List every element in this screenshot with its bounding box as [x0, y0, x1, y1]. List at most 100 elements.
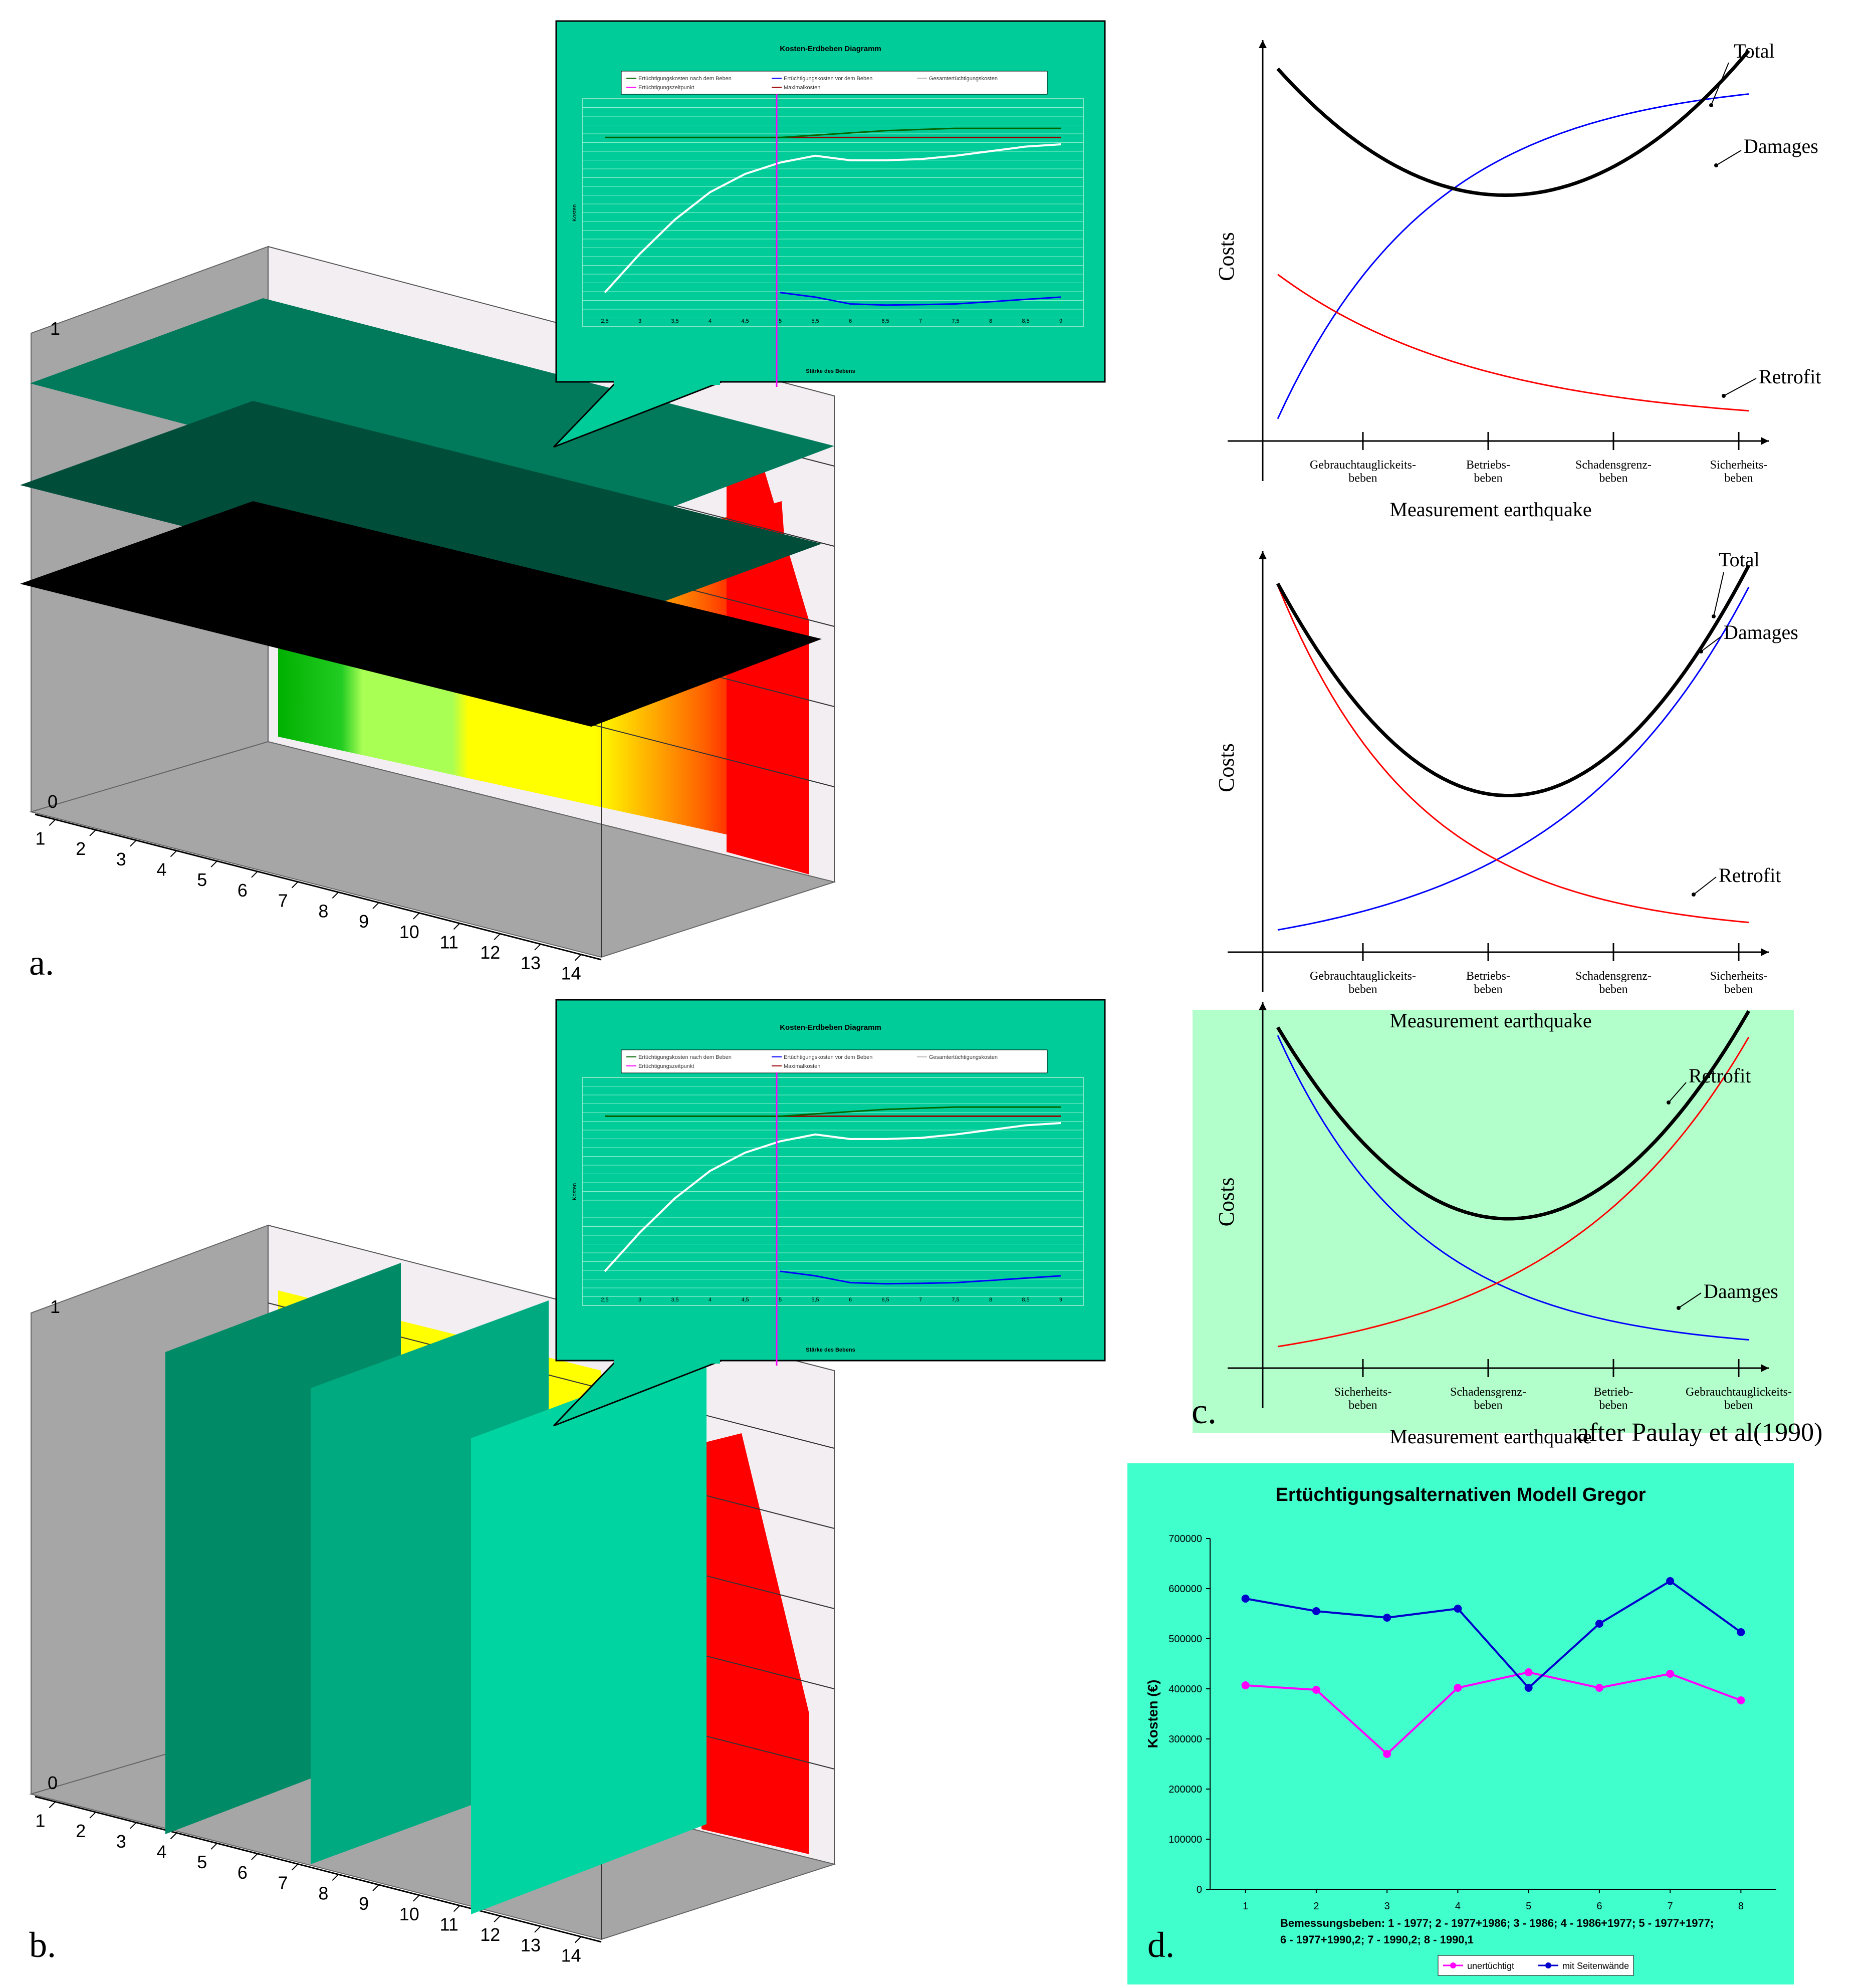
callout-legend-label: Gesamtertüchtigungskosten — [929, 1054, 998, 1060]
chart-x-tick-label: 2 — [1313, 1901, 1319, 1912]
depth-tick-label: 11 — [440, 932, 458, 953]
schematic-label-retrofit: Retrofit — [1759, 365, 1821, 388]
callout-x-tick: 5 — [779, 318, 782, 324]
chart-point-series-1 — [1666, 1670, 1675, 1678]
callout-legend-label: Ertüchtigungszeitpunkt — [638, 85, 694, 91]
chart-x-tick-label: 7 — [1668, 1901, 1673, 1912]
depth-tick — [49, 1801, 56, 1809]
vertical-top-label-a: 1 — [50, 318, 60, 339]
chart-point-series-1 — [1737, 1696, 1745, 1704]
depth-tick — [494, 933, 501, 940]
chart-legend-box — [1438, 1955, 1634, 1976]
depth-tick-label: 3 — [116, 1831, 126, 1852]
schematic-y-arrow — [1259, 551, 1267, 559]
retrofit-alternatives-chart: Ertüchtigungsalternativen Modell Gregor 0… — [1145, 1484, 1776, 1976]
chart-x-tick-label: 8 — [1738, 1901, 1744, 1912]
schematic-x-category: Schadensgrenz-beben — [1575, 459, 1652, 485]
depth-tick-label: 1 — [35, 828, 45, 848]
depth-tick-label: 9 — [359, 911, 369, 932]
callout-x-tick: 6 — [849, 1297, 852, 1303]
schematic-total-curve — [1276, 1010, 1751, 1221]
schematic-arrow-damages-head — [1677, 1306, 1681, 1310]
chart-point-series-2 — [1241, 1595, 1250, 1603]
depth-tick-label: 2 — [76, 838, 86, 859]
callout-legend-box — [621, 1049, 1048, 1073]
chart-point-series-1 — [1524, 1668, 1533, 1676]
depth-tick — [251, 871, 258, 878]
schematic-arrow-retrofit — [1723, 378, 1757, 396]
schematic-arrow-damages-head — [1699, 649, 1703, 653]
chart-y-tick-label: 500000 — [1168, 1634, 1202, 1645]
callout-ylabel: Kosten — [572, 204, 578, 222]
depth-tick — [332, 892, 339, 899]
schematic-arrow-retrofit-head — [1667, 1100, 1671, 1105]
depth-tick — [291, 1863, 299, 1871]
depth-tick — [534, 944, 541, 951]
chart-legend-marker — [1545, 1962, 1551, 1968]
callout-seam — [614, 381, 720, 385]
callout-x-tick: 4,5 — [741, 1297, 749, 1303]
depth-tick — [453, 1905, 460, 1912]
depth-tick — [210, 860, 217, 867]
schematic-x-category: Schadensgrenz-beben — [1450, 1386, 1526, 1412]
panel-d-background — [1127, 1463, 1794, 1984]
callout-title: Kosten-Erdbeben Diagramm — [780, 45, 881, 53]
callout-x-tick: 7,5 — [952, 318, 959, 324]
chart-point-series-1 — [1595, 1684, 1603, 1692]
schematic-arrow-retrofit — [1668, 1082, 1687, 1103]
schematic-y-arrow — [1259, 1002, 1267, 1010]
schematic-x-arrow — [1761, 437, 1769, 445]
vertical-bottom-label-b: 0 — [48, 1773, 58, 1793]
callout-legend-label: Ertüchtigungskosten nach dem Beben — [638, 1054, 732, 1060]
chart-point-series-2 — [1595, 1620, 1603, 1628]
depth-tick-label: 4 — [157, 859, 167, 880]
schematic-damages-curve — [1277, 93, 1749, 419]
callout-x-tick: 5,5 — [811, 318, 819, 324]
schematic-retrofit-curve — [1277, 1036, 1750, 1348]
callout-x-tick: 4,5 — [741, 318, 749, 324]
panel-label-d: d. — [1147, 1925, 1175, 1965]
depth-tick-label: 14 — [561, 963, 581, 984]
callout-x-tick: 6 — [849, 318, 852, 324]
depth-tick — [49, 819, 56, 826]
callout-x-tick: 9 — [1059, 1297, 1062, 1303]
depth-tick-label: 2 — [76, 1821, 86, 1841]
callout-curve-total — [604, 1122, 1061, 1272]
callout-curve-after-quake — [605, 1106, 1061, 1117]
callout-x-tick: 7 — [919, 1297, 922, 1303]
chart-point-series-2 — [1524, 1684, 1533, 1692]
schematic-total-curve — [1276, 49, 1750, 197]
schematic-x-arrow — [1761, 1364, 1769, 1372]
depth-tick-label: 14 — [561, 1945, 581, 1966]
chart-point-series-1 — [1454, 1684, 1462, 1692]
depth-tick-label: 4 — [157, 1842, 167, 1862]
depth-tick-label: 7 — [278, 1873, 288, 1893]
depth-tick-label: 5 — [197, 1852, 207, 1872]
chart-y-tick-label: 100000 — [1168, 1834, 1202, 1845]
depth-tick — [170, 1832, 177, 1840]
chart-y-tick-label: 0 — [1197, 1884, 1202, 1895]
schematic-x-category: Sicherheits-beben — [1710, 459, 1768, 485]
schematic-y-arrow — [1259, 40, 1267, 48]
schematic-arrow-retrofit-head — [1692, 893, 1696, 897]
callout-legend-label: Maximalkosten — [784, 1063, 820, 1069]
schematic-retrofit-curve — [1277, 585, 1749, 924]
chart-x-tick-label: 1 — [1243, 1901, 1248, 1912]
callout-x-tick: 8 — [989, 1297, 992, 1303]
callout-x-tick: 5,5 — [811, 1297, 819, 1303]
callout-curve-after-quake — [605, 127, 1061, 138]
callout-x-tick: 7 — [919, 318, 922, 324]
callout-x-tick: 3 — [638, 318, 641, 324]
panel-label-a: a. — [29, 943, 54, 983]
schematic-x-category: Schadensgrenz-beben — [1575, 970, 1652, 996]
schematic-chart-middle: Costs Measurement earthquake Gebrauchtaugl… — [1214, 548, 1798, 1032]
callout-legend-box — [621, 71, 1048, 95]
callout-chart-b: Kosten-Erdbeben Diagramm Ertüchtigungskos… — [553, 999, 1106, 1427]
schematic-x-category: Gebrauchtauglickeits-beben — [1310, 459, 1416, 485]
schematic-arrow-total — [1711, 62, 1729, 106]
schematic-xlabel: Measurement earthquake — [1389, 1009, 1591, 1032]
schematic-x-category: Betriebs-beben — [1466, 970, 1510, 996]
chart-point-series-2 — [1454, 1605, 1462, 1613]
